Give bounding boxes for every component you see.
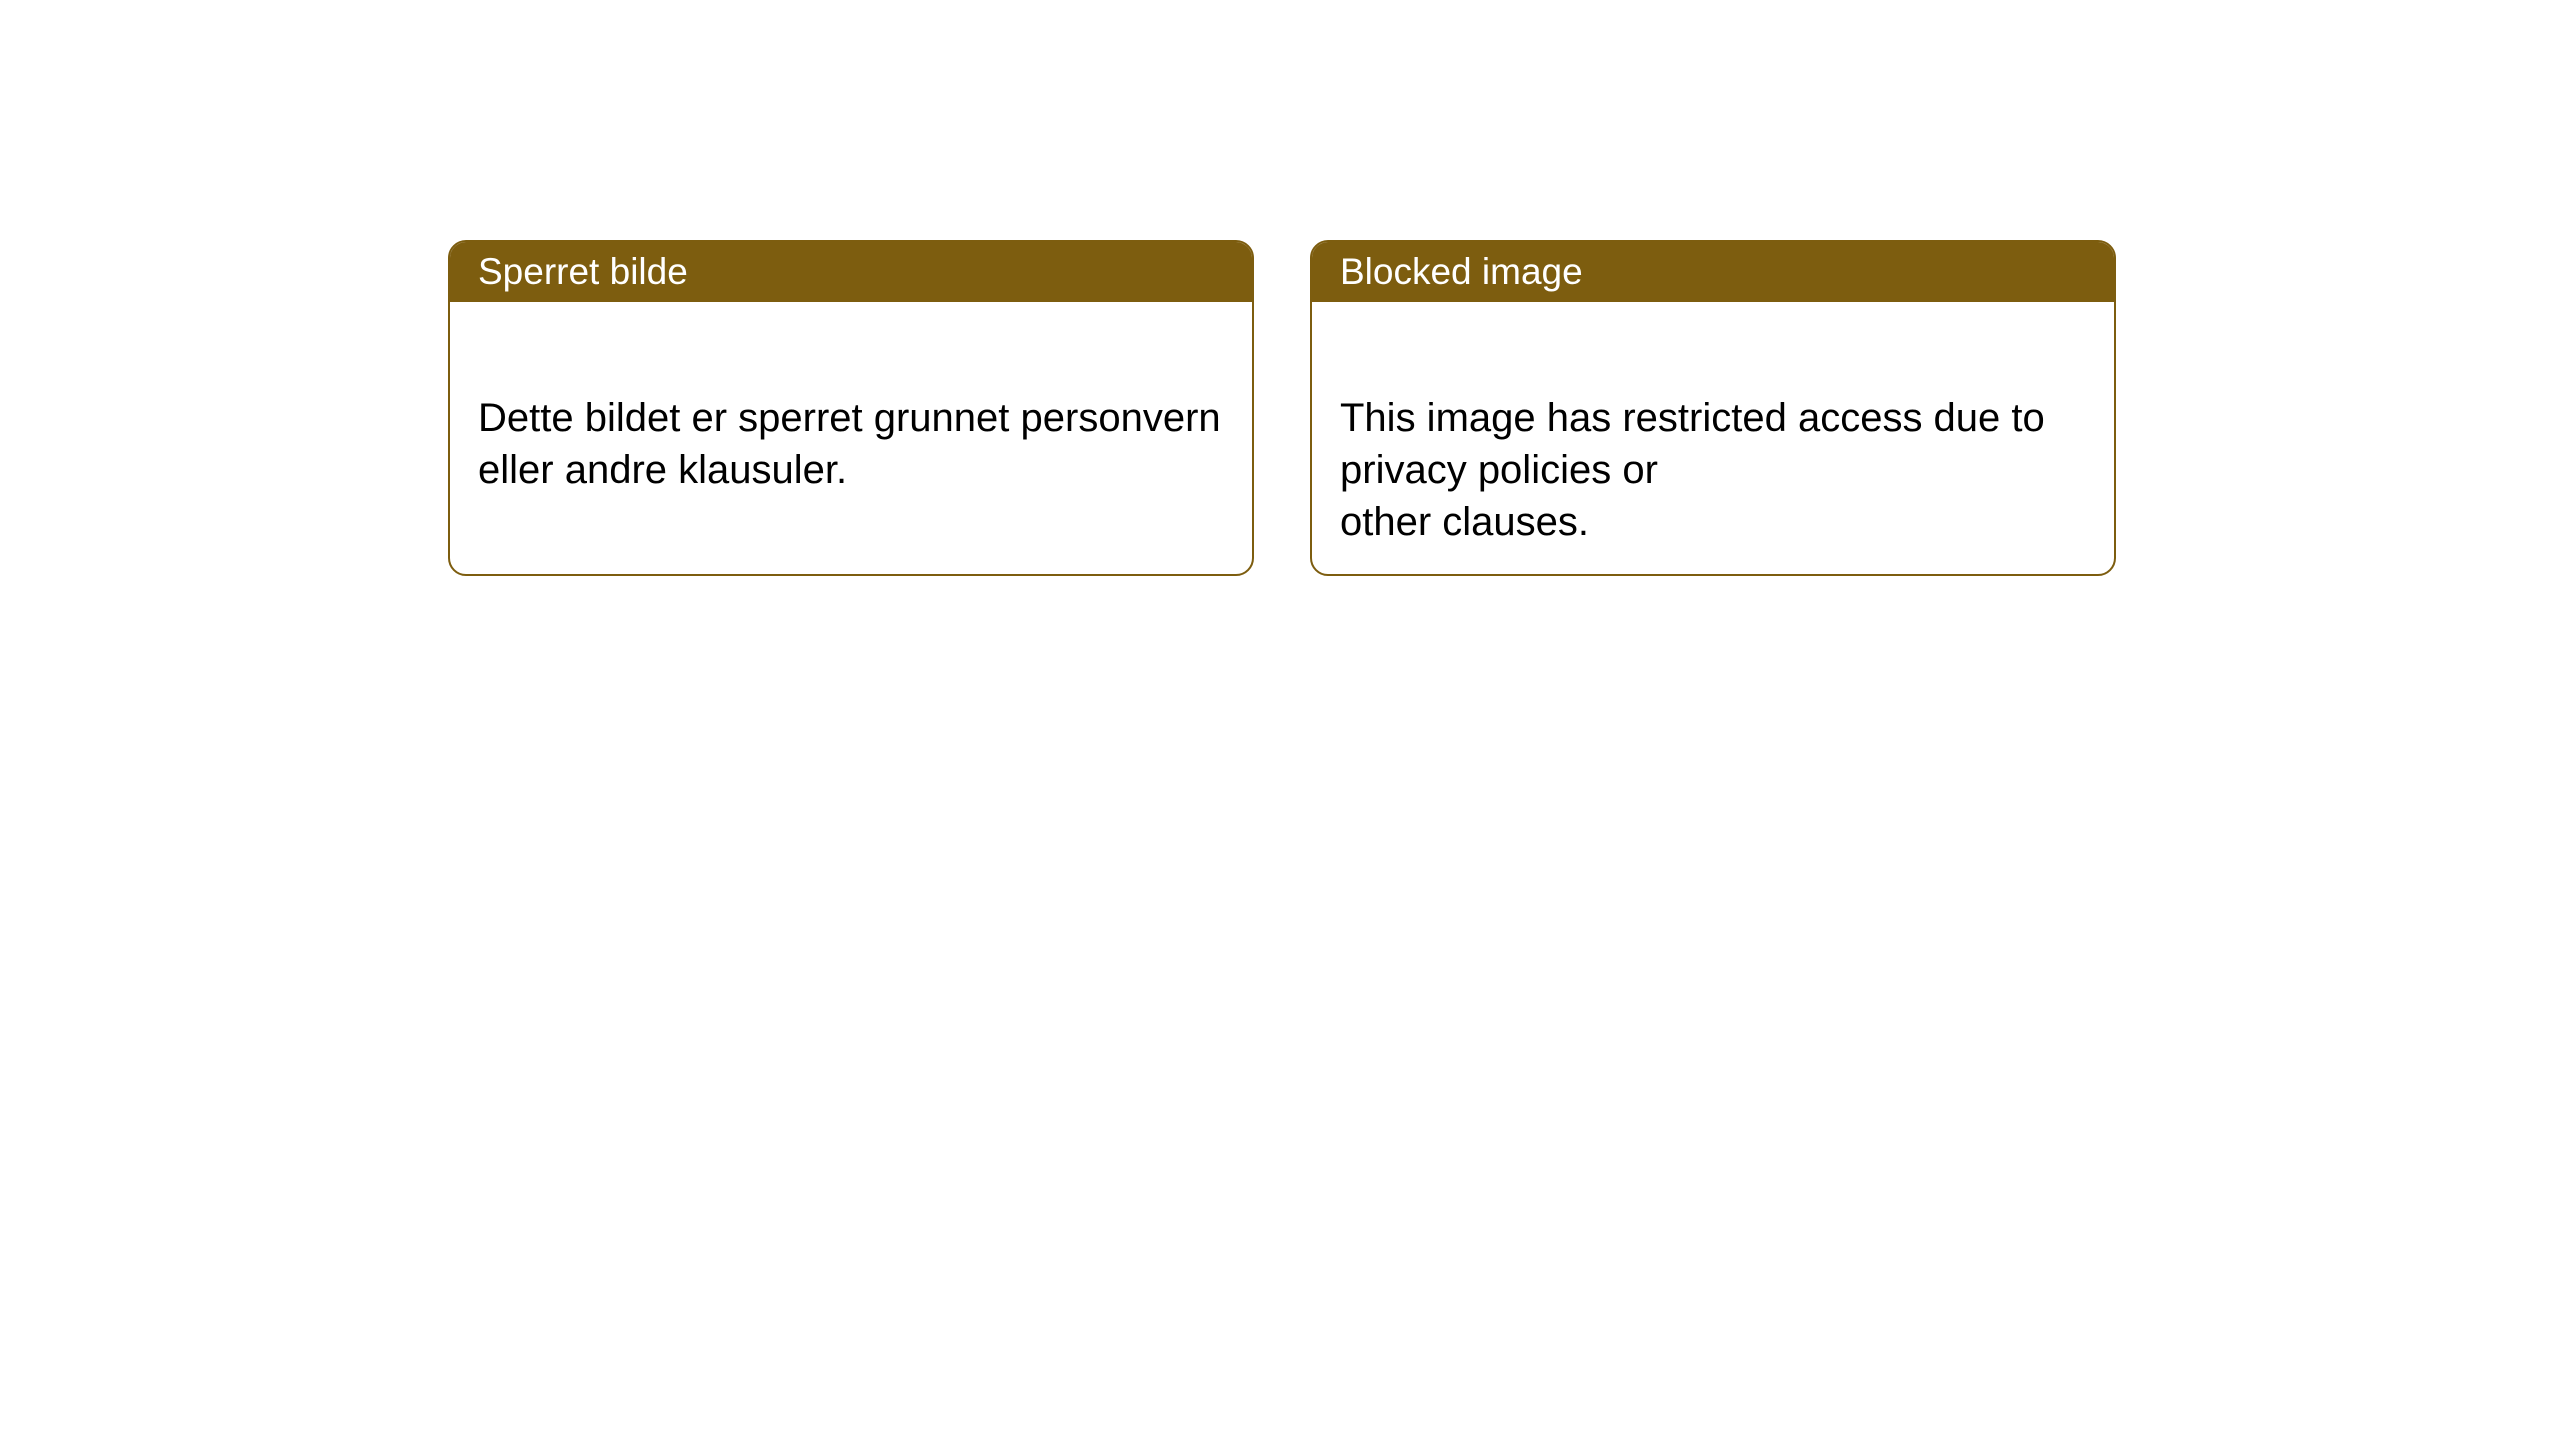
card-title: Blocked image [1340, 251, 1583, 293]
blocked-image-card-en: Blocked image This image has restricted … [1310, 240, 2116, 576]
blocked-image-card-no: Sperret bilde Dette bildet er sperret gr… [448, 240, 1254, 576]
card-body: Dette bildet er sperret grunnet personve… [450, 302, 1252, 534]
card-body-text: Dette bildet er sperret grunnet personve… [478, 396, 1221, 492]
card-body: This image has restricted access due to … [1312, 302, 2114, 576]
card-header: Blocked image [1312, 242, 2114, 302]
card-title: Sperret bilde [478, 251, 688, 293]
card-body-text: This image has restricted access due to … [1340, 396, 2045, 544]
cards-container: Sperret bilde Dette bildet er sperret gr… [448, 240, 2560, 576]
card-header: Sperret bilde [450, 242, 1252, 302]
